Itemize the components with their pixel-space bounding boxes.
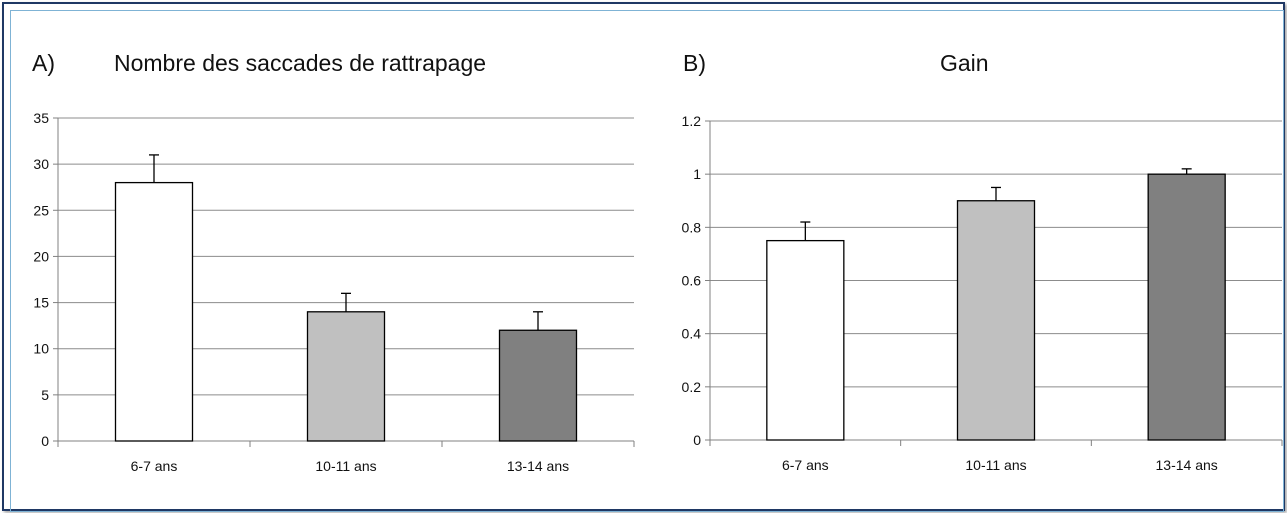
chart-b-x-tick-label: 10-11 ans <box>965 457 1026 473</box>
chart-b-y-tick-label: 0.6 <box>682 273 702 289</box>
chart-b: 0 0.2 0.4 0.6 0.8 1 1.2 6-7 ans 10-11 ans 13-14 a… <box>682 113 1283 473</box>
chart-a-y-tick-label: 5 <box>41 387 49 403</box>
chart-b-x-tick-label: 6-7 ans <box>782 457 829 473</box>
chart-a-y-tick-label: 35 <box>33 110 49 126</box>
chart-b-bar-3 <box>1147 173 1226 441</box>
panel-b-title: Gain <box>940 50 989 76</box>
chart-a-y-tick-label: 15 <box>33 295 49 311</box>
chart-a-x-tick-label: 6-7 ans <box>131 458 178 474</box>
chart-a-x-tick-label: 13-14 ans <box>507 458 569 474</box>
panel-a-letter: A) <box>32 50 55 76</box>
chart-b-bar-2 <box>956 200 1036 441</box>
figure-inner-border <box>10 10 1284 512</box>
chart-b-y-tick-label: 0 <box>693 432 701 448</box>
panel-b-letter: B) <box>683 50 706 76</box>
chart-a-bar-3 <box>498 329 578 442</box>
chart-a-y-tick-label: 10 <box>33 341 49 357</box>
panel-a-title: Nombre des saccades de rattrapage <box>114 50 487 76</box>
chart-b-y-tick-label: 1.2 <box>682 113 702 129</box>
chart-b-y-tick-label: 1 <box>693 166 701 182</box>
chart-a-x-tick-label: 10-11 ans <box>315 458 376 474</box>
chart-b-y-tick-label: 0.8 <box>682 219 702 235</box>
chart-b-y-tick-label: 0.2 <box>682 379 702 395</box>
chart-a-y-tick-label: 30 <box>33 156 49 172</box>
chart-a-bar-2 <box>306 311 386 442</box>
chart-b-y-tick-label: 0.4 <box>682 326 702 342</box>
chart-a: 0 5 10 15 20 25 30 35 6-7 ans 10-11 ans 13-14 ans <box>33 110 635 474</box>
chart-a-y-tick-label: 0 <box>41 433 49 449</box>
chart-a-bar-1 <box>114 181 194 442</box>
chart-a-y-tick-label: 20 <box>33 248 49 264</box>
chart-a-y-tick-label: 25 <box>33 202 49 218</box>
chart-b-bar-1 <box>766 239 845 441</box>
chart-b-x-tick-label: 13-14 ans <box>1156 457 1218 473</box>
